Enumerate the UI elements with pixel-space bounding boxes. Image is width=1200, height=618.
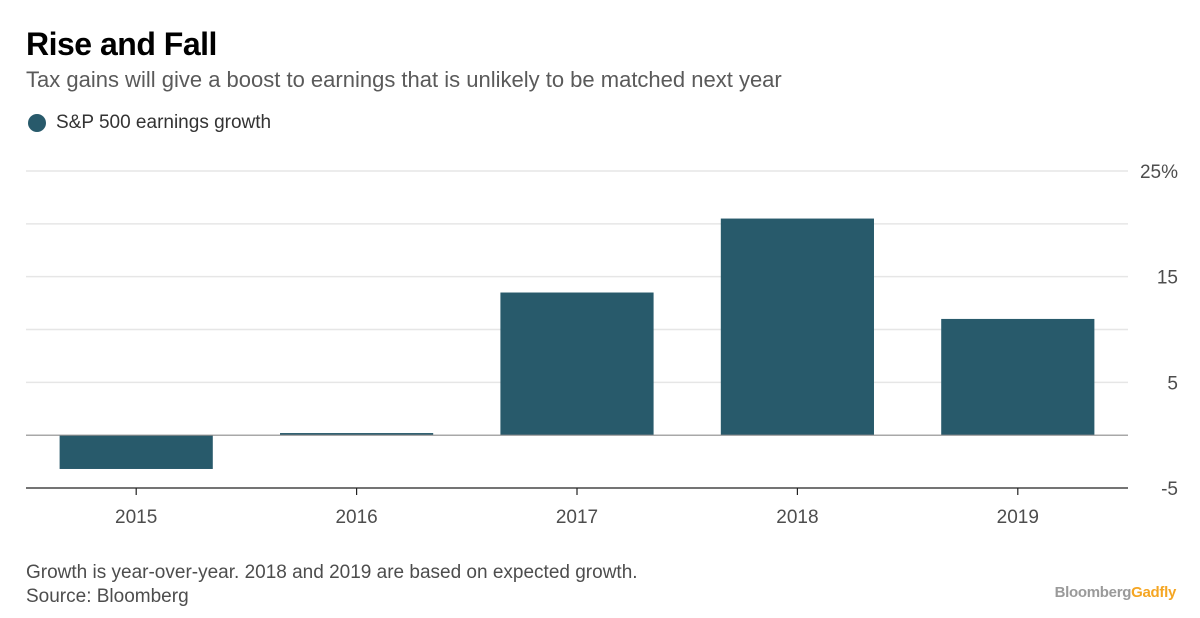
footnote-note: Growth is year-over-year. 2018 and 2019 …: [26, 562, 638, 583]
brand-logo-bloomberg: Bloomberg: [1054, 584, 1132, 601]
x-tick-label: 2019: [997, 507, 1039, 528]
y-tick-label: 15: [1157, 268, 1178, 289]
x-tick-label: 2017: [556, 507, 598, 528]
footnote: Growth is year-over-year. 2018 and 2019 …: [26, 561, 638, 609]
x-tick-label: 2016: [335, 507, 377, 528]
bar: [59, 435, 213, 469]
footnote-source: Source: Bloomberg: [26, 586, 189, 607]
y-tick-label: 25%: [1140, 162, 1178, 183]
brand-logo: BloombergGadfly: [1054, 584, 1177, 601]
chart-subtitle: Tax gains will give a boost to earnings …: [26, 67, 782, 92]
x-tick-label: 2015: [115, 507, 157, 528]
brand-logo-gadfly: Gadfly: [1131, 584, 1176, 601]
legend-label: S&P 500 earnings growth: [56, 112, 272, 133]
chart-title: Rise and Fall: [26, 26, 217, 62]
legend-swatch: [28, 114, 46, 132]
bar: [941, 318, 1095, 436]
bar: [720, 218, 874, 436]
legend: S&P 500 earnings growth: [28, 112, 271, 134]
bar: [280, 433, 434, 436]
x-tick-label: 2018: [776, 507, 818, 528]
bar: [500, 292, 654, 436]
y-tick-label: 5: [1167, 373, 1178, 394]
y-tick-label: -5: [1161, 479, 1178, 500]
